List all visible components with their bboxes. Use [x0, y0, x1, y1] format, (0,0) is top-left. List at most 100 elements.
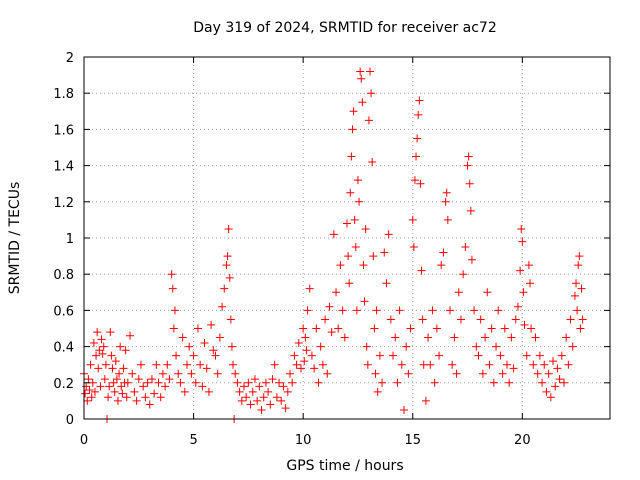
data-point: [97, 335, 106, 344]
chart-title: Day 319 of 2024, SRMTID for receiver ac7…: [193, 20, 497, 36]
data-point: [496, 351, 505, 360]
data-point: [185, 342, 194, 351]
y-tick-label: 0.4: [53, 341, 74, 356]
data-point: [366, 67, 375, 76]
data-point: [464, 152, 473, 161]
data-point: [106, 328, 115, 337]
data-point: [167, 270, 176, 279]
data-point: [321, 315, 330, 324]
data-point: [187, 369, 196, 378]
data-point: [472, 342, 481, 351]
data-point: [128, 369, 137, 378]
data-point: [312, 324, 321, 333]
data-point: [189, 351, 198, 360]
data-point: [359, 261, 368, 270]
data-point: [461, 243, 470, 252]
data-point: [357, 74, 366, 83]
data-point: [404, 369, 413, 378]
data-point: [139, 382, 148, 391]
data-point: [81, 389, 90, 398]
data-point: [540, 360, 549, 369]
data-point: [348, 125, 357, 134]
data-point: [141, 393, 150, 402]
data-point: [225, 273, 234, 282]
data-point: [110, 387, 119, 396]
data-point: [325, 302, 334, 311]
data-point: [511, 315, 520, 324]
data-point: [253, 396, 262, 405]
data-point: [386, 315, 395, 324]
data-point: [463, 161, 472, 170]
data-point: [152, 360, 161, 369]
data-point: [478, 369, 487, 378]
data-point: [169, 324, 178, 333]
y-tick-label: 1.2: [53, 196, 74, 211]
data-point: [95, 346, 104, 355]
data-point: [352, 306, 361, 315]
x-tick-label: 15: [404, 433, 421, 448]
x-axis-label: GPS time / hours: [286, 458, 403, 474]
data-point: [224, 224, 233, 233]
data-point: [113, 396, 122, 405]
data-point: [428, 306, 437, 315]
data-point: [574, 261, 583, 270]
data-point: [143, 378, 152, 387]
data-point: [345, 279, 354, 288]
data-point: [307, 351, 316, 360]
data-point: [368, 157, 377, 166]
data-point: [156, 393, 165, 402]
data-point: [239, 382, 248, 391]
y-tick-label: 1.6: [53, 123, 74, 138]
data-point: [202, 364, 211, 373]
data-point: [150, 389, 159, 398]
data-point: [329, 230, 338, 239]
data-point: [172, 351, 181, 360]
data-point: [435, 351, 444, 360]
data-point: [350, 215, 359, 224]
data-point: [255, 382, 264, 391]
data-point: [566, 315, 575, 324]
data-point: [123, 378, 132, 387]
y-axis-label: SRMTID / TECUs: [7, 182, 23, 295]
data-point: [516, 266, 525, 275]
data-point: [533, 369, 542, 378]
data-point: [505, 378, 514, 387]
data-point: [418, 315, 427, 324]
data-point: [115, 369, 124, 378]
data-point: [553, 364, 562, 373]
data-point: [474, 351, 483, 360]
data-point: [122, 393, 131, 402]
data-point: [509, 364, 518, 373]
data-point: [393, 378, 402, 387]
data-point: [302, 346, 311, 355]
data-point: [399, 405, 408, 414]
data-point: [551, 382, 560, 391]
data-point: [395, 306, 404, 315]
data-point: [227, 342, 236, 351]
data-point: [87, 393, 96, 402]
data-point: [375, 351, 384, 360]
y-tick-label: 0.6: [53, 304, 74, 319]
x-tick-label: 5: [189, 433, 197, 448]
data-point: [259, 393, 268, 402]
data-point: [165, 375, 174, 384]
data-point: [349, 107, 358, 116]
data-point: [277, 396, 286, 405]
data-point: [513, 302, 522, 311]
data-point: [542, 387, 551, 396]
data-point: [544, 369, 553, 378]
data-point: [573, 306, 582, 315]
data-point: [575, 252, 584, 261]
data-point: [226, 315, 235, 324]
data-point: [568, 342, 577, 351]
data-point: [220, 284, 229, 293]
data-point: [266, 400, 275, 409]
data-point: [442, 188, 451, 197]
data-point: [154, 378, 163, 387]
data-point: [299, 324, 308, 333]
data-point: [174, 369, 183, 378]
data-point: [546, 393, 555, 402]
axis-ticks: 00.20.40.60.811.21.41.61.820 5 10 15 20: [53, 51, 610, 448]
data-point: [353, 176, 362, 185]
data-point: [572, 279, 581, 288]
